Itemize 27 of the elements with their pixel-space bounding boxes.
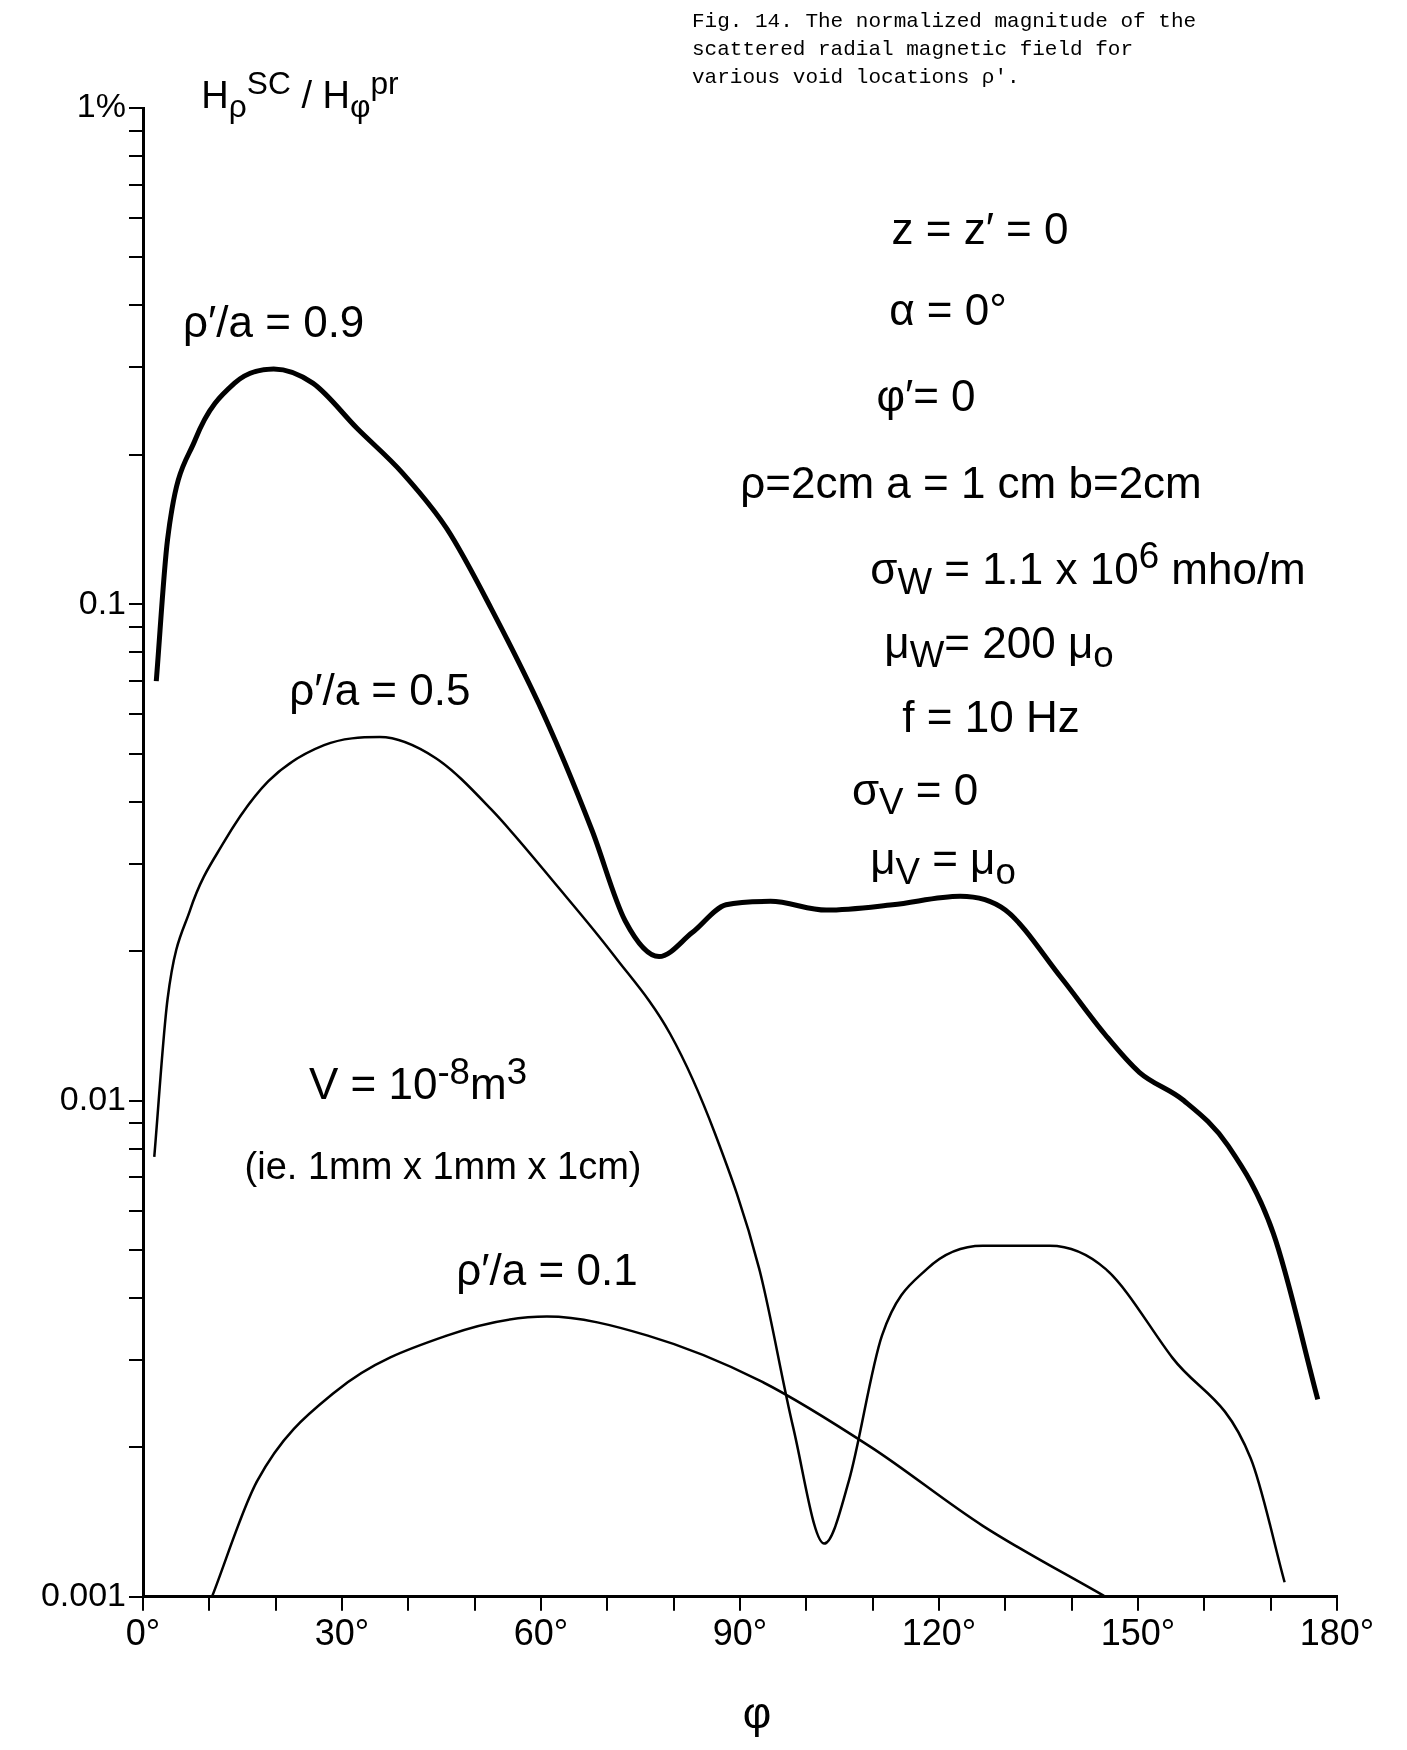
annotation: ρ=2cm a = 1 cm b=2cm bbox=[740, 458, 1202, 508]
series-label: ρ′/a = 0.1 bbox=[456, 1244, 638, 1294]
annotation: V = 10$^{-8}$m$^{3}$ bbox=[308, 1050, 528, 1110]
annotation: σ$_{W}$ = 1.1 x 10$^{6}$ mho/m bbox=[870, 535, 1306, 603]
x-tick-label: 120° bbox=[901, 1612, 977, 1654]
annotation: σ$_{V}$ = 0 bbox=[851, 764, 979, 824]
chart-title: Fig. 14. The normalized magnitude of the scattered radial magnetic field for various void locations ρ'. bbox=[692, 9, 1198, 91]
series-label: ρ′/a = 0.5 bbox=[289, 665, 471, 715]
annotation: f = 10 Hz bbox=[902, 692, 1080, 742]
x-tick-label: 90° bbox=[712, 1612, 768, 1654]
y-tick-label: 0.01 bbox=[59, 1078, 126, 1117]
x-tick-label: 150° bbox=[1100, 1612, 1176, 1654]
annotation: z = z′ = 0 bbox=[891, 204, 1069, 254]
series-label: ρ′/a = 0.9 bbox=[183, 297, 365, 347]
annotation: (ie. 1mm x 1mm x 1cm) bbox=[244, 1144, 642, 1188]
annotation: φ′= 0 bbox=[876, 371, 976, 421]
y-tick-label: 0.1 bbox=[78, 582, 126, 621]
y-tick-label: 1% bbox=[76, 86, 126, 125]
annotation: μ$_{V}$ = μ$_{o}$ bbox=[870, 834, 1016, 893]
annotation: μ$_{W}$= 200 μ$_{o}$ bbox=[884, 617, 1114, 677]
y-tick-label: 0.001 bbox=[40, 1575, 126, 1614]
x-axis-title: φ bbox=[742, 1688, 772, 1738]
annotation: α = 0° bbox=[889, 285, 1007, 335]
x-tick-label: 0° bbox=[125, 1612, 161, 1654]
x-tick-label: 180° bbox=[1299, 1612, 1375, 1654]
x-tick-label: 60° bbox=[513, 1612, 569, 1654]
x-tick-label: 30° bbox=[314, 1612, 370, 1654]
